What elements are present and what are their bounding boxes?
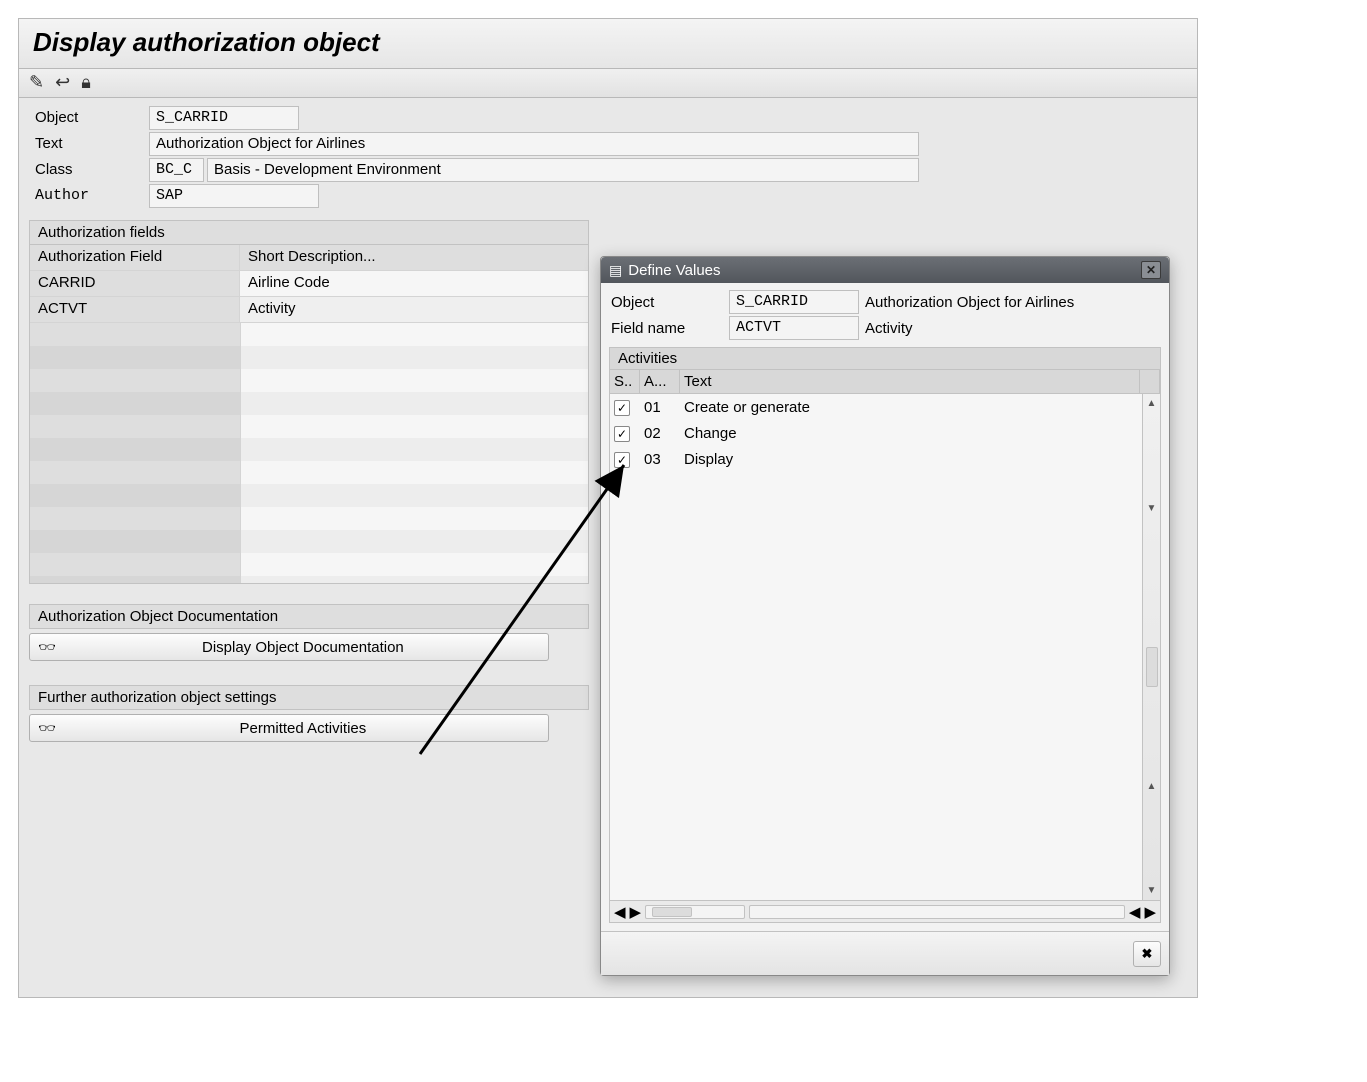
auth-row-desc: Activity — [240, 297, 588, 322]
auth-empty-rows — [30, 323, 588, 583]
permitted-activities-button[interactable]: 👓︎ Permitted Activities — [29, 714, 549, 742]
popup-object-label: Object — [609, 294, 729, 311]
scroll-left-icon[interactable]: ◀ — [614, 903, 626, 921]
col-select[interactable]: S.. — [610, 370, 640, 393]
display-doc-label: Display Object Documentation — [66, 639, 540, 656]
close-icon[interactable]: ✕ — [1141, 261, 1161, 279]
scroll-thumb[interactable] — [1146, 647, 1158, 687]
activity-row[interactable]: ✓ 03Display — [610, 446, 1160, 472]
popup-object-text: Authorization Object for Airlines — [859, 294, 1074, 311]
text-field[interactable]: Authorization Object for Airlines — [149, 132, 919, 156]
glasses-icon: 👓︎ — [38, 720, 56, 737]
activity-code: 01 — [640, 397, 680, 418]
auth-row-field[interactable]: ACTVT — [30, 297, 240, 322]
author-field[interactable]: SAP — [149, 184, 319, 208]
popup-object-field[interactable]: S_CARRID — [729, 290, 859, 314]
auth-row-field[interactable]: CARRID — [30, 271, 240, 296]
scroll-right2-icon[interactable]: ▶ — [1144, 903, 1156, 921]
hscroll-track-small[interactable] — [645, 905, 745, 919]
popup-title-text: Define Values — [628, 262, 720, 279]
popup-footer: ✖ — [601, 931, 1169, 975]
define-values-popup: ▤ Define Values ✕ Object S_CARRID Author… — [600, 256, 1170, 976]
auth-col-desc[interactable]: Short Description... — [240, 245, 588, 270]
col-scroll-spacer — [1140, 370, 1160, 393]
glasses-icon: 👓︎ — [38, 639, 56, 656]
popup-field-label: Field name — [609, 320, 729, 337]
popup-titlebar[interactable]: ▤ Define Values ✕ — [601, 257, 1169, 283]
checkbox[interactable]: ✓ — [614, 426, 630, 442]
activity-row[interactable]: ✓ 01Create or generate — [610, 394, 1160, 420]
class-code-field[interactable]: BC_C — [149, 158, 204, 182]
scroll-up-icon[interactable]: ▲ — [1147, 398, 1157, 409]
popup-icon: ▤ — [609, 262, 622, 279]
horizontal-scrollbar[interactable]: ◀ ▶ ◀ ▶ — [610, 900, 1160, 922]
activities-columns: S.. A... Text — [610, 370, 1160, 394]
text-label: Text — [29, 132, 149, 158]
auth-row-desc: Airline Code — [240, 271, 588, 296]
auth-fields-table: Authorization Field Short Description...… — [29, 245, 589, 584]
checkbox[interactable]: ✓ — [614, 400, 630, 416]
scroll-right-icon[interactable]: ▶ — [630, 903, 642, 921]
activity-text: Create or generate — [680, 397, 1160, 418]
doc-section-header: Authorization Object Documentation — [29, 604, 589, 629]
activities-section: Activities S.. A... Text ✓ 01Create or ge… — [609, 347, 1161, 923]
activities-grid: ✓ 01Create or generate ✓ 02Change ✓ 03Display… — [610, 394, 1160, 900]
author-label: Author — [29, 184, 149, 210]
col-text[interactable]: Text — [680, 370, 1140, 393]
auth-fields-header: Authorization fields — [29, 220, 589, 245]
checkbox[interactable]: ✓ — [614, 452, 630, 468]
activity-text: Display — [680, 449, 1160, 470]
display-doc-button[interactable]: 👓︎ Display Object Documentation — [29, 633, 549, 661]
scroll-down2-icon[interactable]: ▼ — [1147, 885, 1157, 896]
link-icon[interactable]: ↩ — [55, 72, 73, 92]
class-label: Class — [29, 158, 149, 184]
cancel-button[interactable]: ✖ — [1133, 941, 1161, 967]
object-label: Object — [29, 106, 149, 132]
activities-header: Activities — [610, 348, 1160, 370]
permitted-activities-label: Permitted Activities — [66, 720, 540, 737]
activity-code: 03 — [640, 449, 680, 470]
scroll-left2-icon[interactable]: ◀ — [1129, 903, 1141, 921]
activity-text: Change — [680, 423, 1160, 444]
class-text-field[interactable]: Basis - Development Environment — [207, 158, 919, 182]
activity-code: 02 — [640, 423, 680, 444]
activity-row[interactable]: ✓ 02Change — [610, 420, 1160, 446]
hscroll-track-big[interactable] — [749, 905, 1125, 919]
object-field[interactable]: S_CARRID — [149, 106, 299, 130]
pencil-icon[interactable]: ✎ — [29, 72, 47, 92]
scroll-up2-icon[interactable]: ▲ — [1147, 781, 1157, 792]
popup-field-text: Activity — [859, 320, 913, 337]
vertical-scrollbar[interactable]: ▲ ▼ ▲ ▼ — [1142, 394, 1160, 900]
col-activity[interactable]: A... — [640, 370, 680, 393]
cancel-icon: ✖ — [1142, 946, 1153, 962]
toolbar: ✎ ↩ 🔒︎ — [19, 69, 1197, 98]
page-title: Display authorization object — [19, 19, 1197, 69]
lock-icon[interactable]: 🔒︎ — [81, 72, 94, 92]
popup-fieldname-field[interactable]: ACTVT — [729, 316, 859, 340]
scroll-down-icon[interactable]: ▼ — [1147, 503, 1157, 514]
further-section-header: Further authorization object settings — [29, 685, 589, 710]
auth-col-field[interactable]: Authorization Field — [30, 245, 240, 270]
